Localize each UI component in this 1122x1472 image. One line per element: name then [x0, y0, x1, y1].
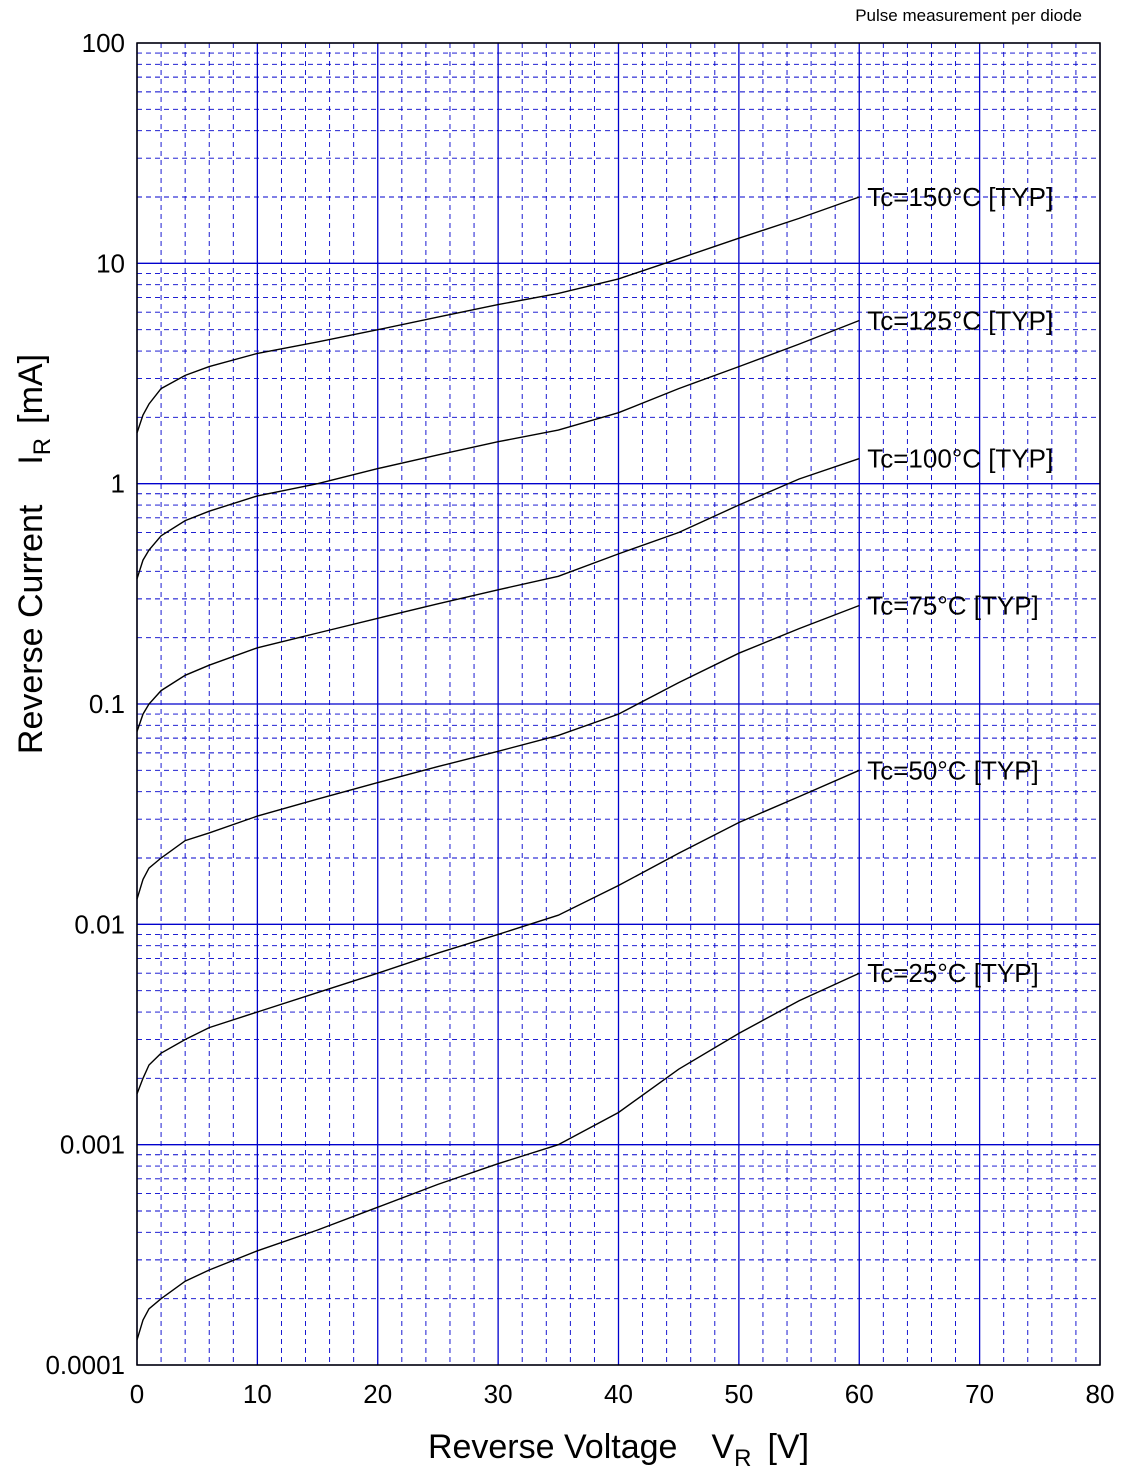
x-axis-title: Reverse Voltage VR [V] — [428, 1428, 809, 1472]
y-tick-label: 0.1 — [89, 689, 125, 719]
series-labels: Tc=150°C [TYP] Tc=125°C [TYP] Tc=100°C [TY… — [867, 182, 1053, 988]
x-tick-label: 50 — [724, 1379, 753, 1409]
series-label-5: Tc=25°C [TYP] — [867, 958, 1039, 988]
tick-labels: 0 10 20 30 40 50 60 70 80 0.0001 0.001 0.01 0.1 1 10 10… — [45, 28, 1114, 1409]
x-tick-label: 0 — [130, 1379, 144, 1409]
x-tick-label: 80 — [1086, 1379, 1115, 1409]
x-tick-label: 40 — [604, 1379, 633, 1409]
curves — [136, 196, 860, 1341]
x-tick-label: 30 — [484, 1379, 513, 1409]
y-tick-label: 100 — [82, 28, 125, 58]
series-curve-4 — [136, 769, 860, 1095]
x-tick-label: 20 — [363, 1379, 392, 1409]
series-curve-5 — [136, 972, 860, 1341]
y-tick-label: 0.0001 — [45, 1350, 125, 1380]
y-tick-label: 1 — [111, 469, 125, 499]
y-axis-title: Reverse CurrentIR[mA] — [12, 354, 56, 754]
series-curve-1 — [136, 319, 860, 580]
series-label-4: Tc=50°C [TYP] — [867, 755, 1039, 785]
x-tick-label: 10 — [243, 1379, 272, 1409]
plot-frame — [136, 42, 1101, 1366]
series-label-0: Tc=150°C [TYP] — [867, 182, 1053, 212]
series-label-3: Tc=75°C [TYP] — [867, 590, 1039, 620]
x-tick-label: 60 — [845, 1379, 874, 1409]
series-curve-2 — [136, 457, 860, 732]
y-tick-label: 10 — [96, 248, 125, 278]
series-curve-0 — [136, 196, 860, 434]
series-curve-3 — [136, 604, 860, 900]
measurement-note: Pulse measurement per diode — [855, 6, 1082, 25]
y-tick-label: 0.001 — [60, 1130, 125, 1160]
x-tick-label: 70 — [965, 1379, 994, 1409]
series-label-2: Tc=100°C [TYP] — [867, 444, 1053, 474]
y-tick-label: 0.01 — [74, 909, 125, 939]
grid — [136, 42, 1101, 1366]
series-label-1: Tc=125°C [TYP] — [867, 306, 1053, 336]
